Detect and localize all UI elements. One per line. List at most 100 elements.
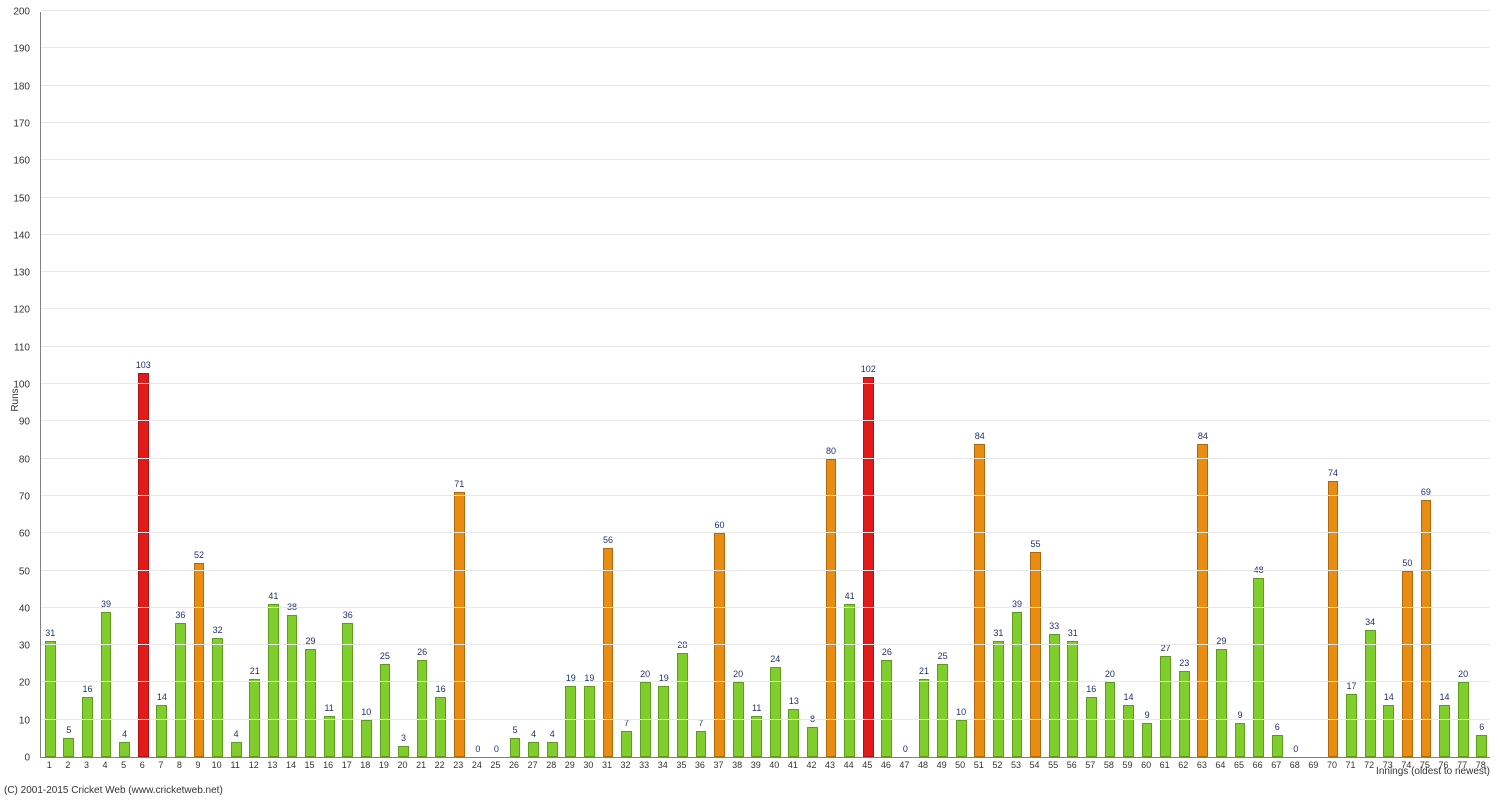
gridline — [41, 85, 1490, 86]
bar-value-label: 16 — [436, 684, 446, 694]
bar — [63, 738, 74, 757]
bar — [658, 686, 669, 757]
bar — [528, 742, 539, 757]
bar — [231, 742, 242, 757]
x-tick-label: 59 — [1122, 760, 1132, 770]
x-tick-label: 27 — [528, 760, 538, 770]
x-tick-label: 5 — [121, 760, 126, 770]
x-tick-label: 39 — [751, 760, 761, 770]
bar-value-label: 11 — [752, 703, 761, 713]
bar-value-label: 31 — [1068, 628, 1078, 638]
x-tick-label: 56 — [1067, 760, 1077, 770]
bar — [1030, 552, 1041, 757]
x-tick-label: 41 — [788, 760, 798, 770]
bar — [1086, 697, 1097, 757]
bar-value-label: 10 — [361, 707, 371, 717]
y-tick-label: 190 — [0, 44, 30, 55]
y-tick-label: 50 — [0, 566, 30, 577]
x-tick-label: 2 — [65, 760, 70, 770]
x-tick-label: 61 — [1160, 760, 1170, 770]
bar — [1105, 682, 1116, 757]
x-tick-label: 53 — [1011, 760, 1021, 770]
bar-value-label: 56 — [603, 535, 613, 545]
bar — [1216, 649, 1227, 757]
bar — [82, 697, 93, 757]
bar — [1402, 571, 1413, 758]
y-tick-label: 0 — [0, 753, 30, 764]
x-tick-label: 26 — [509, 760, 519, 770]
y-tick-label: 180 — [0, 81, 30, 92]
bar — [342, 623, 353, 757]
y-tick-label: 40 — [0, 603, 30, 614]
bar-value-label: 14 — [1440, 692, 1450, 702]
x-tick-label: 63 — [1197, 760, 1207, 770]
bar-value-label: 36 — [343, 610, 353, 620]
bar — [324, 716, 335, 757]
bar — [1272, 735, 1283, 757]
x-tick-label: 25 — [490, 760, 500, 770]
x-tick-label: 52 — [992, 760, 1002, 770]
bar — [1328, 481, 1339, 757]
bar-value-label: 20 — [733, 669, 743, 679]
bar — [863, 377, 874, 757]
x-tick-label: 4 — [103, 760, 108, 770]
gridline — [41, 644, 1490, 645]
x-tick-label: 9 — [195, 760, 200, 770]
bar — [1439, 705, 1450, 757]
plot-area: 3151639410314365232421413829113610253261… — [40, 12, 1490, 758]
x-tick-label: 13 — [267, 760, 277, 770]
bar — [138, 373, 149, 757]
x-tick-label: 43 — [825, 760, 835, 770]
y-tick-label: 30 — [0, 641, 30, 652]
gridline — [41, 234, 1490, 235]
bar-value-label: 20 — [640, 669, 650, 679]
x-tick-label: 21 — [416, 760, 426, 770]
gridline — [41, 159, 1490, 160]
bar — [1253, 578, 1264, 757]
bar-value-label: 5 — [66, 725, 71, 735]
x-tick-label: 1 — [47, 760, 52, 770]
x-tick-label: 12 — [249, 760, 259, 770]
copyright-text: (C) 2001-2015 Cricket Web (www.cricketwe… — [4, 785, 223, 796]
x-tick-label: 67 — [1271, 760, 1281, 770]
bar — [584, 686, 595, 757]
x-tick-label: 64 — [1215, 760, 1225, 770]
x-tick-label: 69 — [1308, 760, 1318, 770]
bar-value-label: 0 — [1293, 744, 1298, 754]
bar-value-label: 6 — [1479, 722, 1484, 732]
x-tick-label: 51 — [974, 760, 984, 770]
bar — [212, 638, 223, 757]
bar — [398, 746, 409, 757]
y-axis-title: Runs — [10, 388, 21, 411]
bar — [733, 682, 744, 757]
x-tick-label: 29 — [565, 760, 575, 770]
bar — [1346, 694, 1357, 757]
x-tick-label: 16 — [323, 760, 333, 770]
gridline — [41, 346, 1490, 347]
x-tick-label: 54 — [1030, 760, 1040, 770]
bar-value-label: 84 — [1198, 431, 1208, 441]
bar-value-label: 4 — [122, 729, 127, 739]
bar — [751, 716, 762, 757]
x-tick-label: 15 — [305, 760, 315, 770]
bar-value-label: 80 — [826, 446, 836, 456]
bar-value-label: 20 — [1458, 669, 1468, 679]
gridline — [41, 532, 1490, 533]
y-tick-label: 170 — [0, 118, 30, 129]
bar-value-label: 84 — [975, 431, 985, 441]
bar — [547, 742, 558, 757]
bar — [603, 548, 614, 757]
x-tick-label: 49 — [937, 760, 947, 770]
bar — [1142, 723, 1153, 757]
bar-value-label: 103 — [136, 360, 151, 370]
x-tick-label: 8 — [177, 760, 182, 770]
bar-value-label: 16 — [1086, 684, 1096, 694]
x-tick-label: 40 — [769, 760, 779, 770]
bar — [993, 641, 1004, 757]
bar-value-label: 71 — [454, 479, 464, 489]
bar — [696, 731, 707, 757]
x-tick-label: 65 — [1234, 760, 1244, 770]
bar-value-label: 52 — [194, 550, 204, 560]
x-tick-label: 20 — [397, 760, 407, 770]
x-tick-label: 35 — [676, 760, 686, 770]
